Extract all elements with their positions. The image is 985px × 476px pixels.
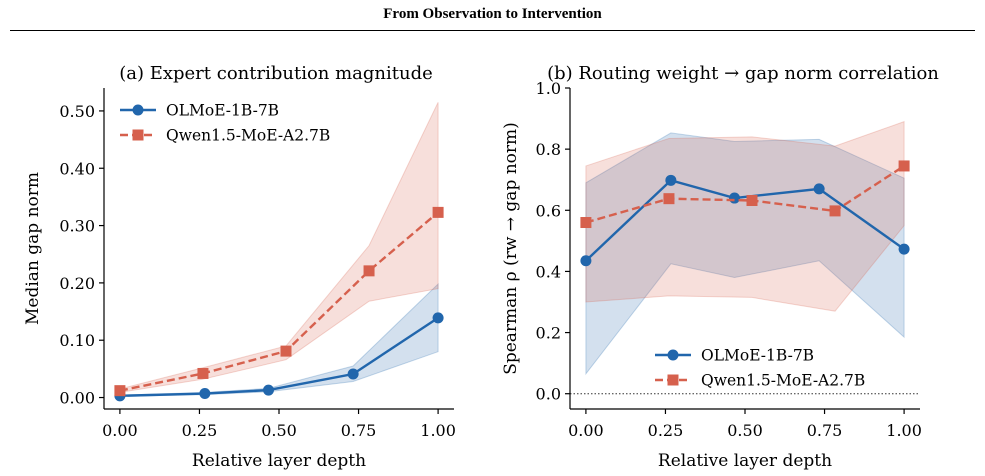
legend-marker	[667, 349, 679, 361]
x-tick-label: 0.75	[807, 421, 843, 440]
data-point	[363, 265, 375, 277]
data-point	[197, 367, 209, 379]
data-point	[580, 255, 592, 267]
data-point	[280, 345, 292, 357]
y-tick-label: 0.20	[59, 274, 95, 293]
data-point	[432, 312, 444, 324]
x-tick-label: 1.00	[420, 421, 456, 440]
x-tick-label: 0.25	[648, 421, 684, 440]
x-axis-label: Relative layer depth	[658, 451, 832, 471]
panel-title: (a) Expert contribution magnitude	[119, 63, 433, 84]
y-tick-label: 0.30	[59, 217, 95, 236]
x-tick-label: 0.75	[341, 421, 377, 440]
x-tick-label: 0.25	[182, 421, 218, 440]
data-point	[114, 385, 126, 397]
y-tick-label: 0.40	[59, 159, 95, 178]
header-rule	[10, 30, 975, 31]
data-point	[665, 174, 677, 186]
data-point	[898, 243, 910, 255]
x-tick-label: 0.50	[727, 421, 763, 440]
data-point	[663, 193, 675, 205]
y-tick-label: 0.0	[536, 385, 561, 404]
data-point	[813, 183, 825, 195]
panel-title: (b) Routing weight → gap norm correlatio…	[547, 63, 939, 84]
legend-marker	[667, 374, 679, 386]
confidence-band	[119, 102, 439, 393]
x-axis-label: Relative layer depth	[192, 451, 366, 471]
data-point	[829, 205, 841, 217]
data-point	[199, 388, 211, 400]
y-tick-label: 0.6	[536, 201, 561, 220]
y-tick-label: 0.8	[536, 140, 561, 159]
y-tick-label: 0.4	[536, 262, 561, 281]
y-tick-label: 0.2	[536, 324, 561, 343]
header-title: From Observation to Intervention	[383, 6, 602, 22]
y-tick-label: 0.10	[59, 331, 95, 350]
data-point	[746, 195, 758, 207]
y-tick-label: 0.00	[59, 389, 95, 408]
y-tick-label: 0.50	[59, 102, 95, 121]
data-point	[263, 384, 274, 396]
y-tick-label: 1.0	[536, 79, 561, 98]
data-point	[729, 192, 740, 204]
legend-label: OLMoE-1B-7B	[701, 347, 814, 365]
data-point	[580, 217, 592, 229]
data-point	[898, 160, 910, 172]
y-axis-label: Spearman ρ (rw → gap norm)	[501, 122, 521, 375]
legend-label: Qwen1.5-MoE-A2.7B	[701, 372, 865, 390]
x-tick-label: 0.50	[261, 421, 297, 440]
x-tick-label: 0.00	[102, 421, 138, 440]
data-point	[432, 206, 444, 218]
data-point	[347, 368, 359, 380]
x-tick-label: 1.00	[886, 421, 922, 440]
x-tick-label: 0.00	[568, 421, 604, 440]
legend-label: OLMoE-1B-7B	[166, 102, 279, 120]
legend-marker	[132, 129, 144, 141]
y-axis-label: Median gap norm	[23, 172, 43, 325]
legend-label: Qwen1.5-MoE-A2.7B	[166, 127, 330, 145]
legend-marker	[132, 104, 144, 116]
panel-b: (b) Routing weight → gap norm correlatio…	[501, 63, 939, 471]
confidence-band	[585, 120, 905, 312]
panel-a: (a) Expert contribution magnitude 0.00 0.1…	[23, 63, 456, 471]
